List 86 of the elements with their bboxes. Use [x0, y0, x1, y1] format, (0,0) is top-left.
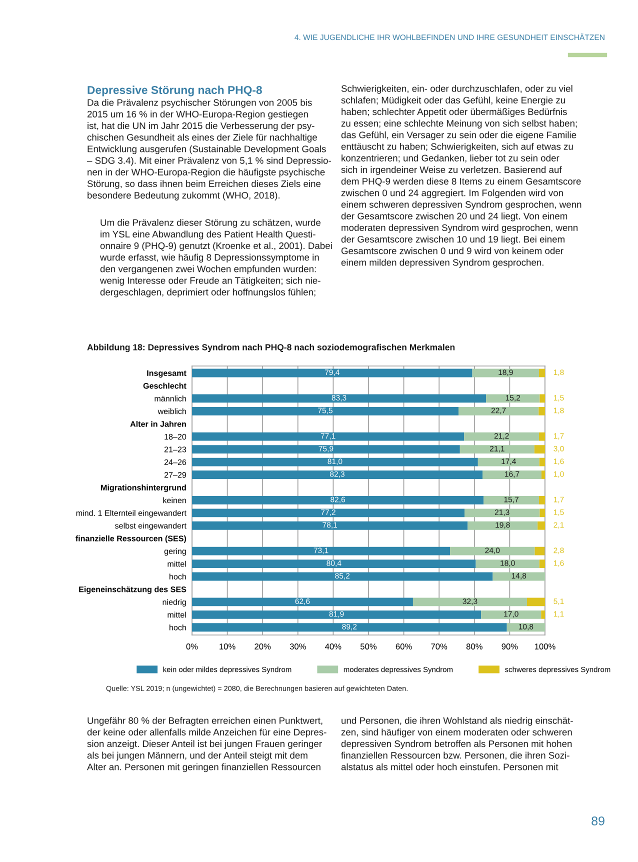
bar: [192, 560, 476, 568]
y-tick-label: finanzielle Ressourcen (SES): [76, 535, 186, 543]
bar: [540, 394, 545, 403]
bar: [538, 521, 545, 530]
x-tick-label: 90%: [502, 644, 518, 650]
y-tick-label: mind. 1 Elternteil eingewandert: [76, 510, 186, 518]
y-tick-label: weiblich: [158, 408, 186, 414]
bar: [539, 368, 545, 378]
y-tick-label: hoch: [170, 624, 186, 630]
bar: [472, 368, 539, 378]
bar: [539, 432, 545, 441]
bar: [192, 496, 484, 504]
x-tick-label: 20%: [254, 644, 271, 650]
bar: [541, 610, 545, 619]
y-tick-label: 18–20: [164, 434, 186, 440]
x-tick-label: 80%: [466, 644, 482, 650]
bar: [539, 458, 545, 466]
bar: [192, 406, 459, 416]
bar: [484, 496, 539, 504]
x-tick-label: 10%: [220, 644, 236, 650]
y-tick-label: 24–26: [164, 459, 186, 466]
bar: [458, 406, 539, 416]
bar: [192, 394, 486, 403]
text: Depressive Störung nach PHQ-8: [88, 86, 262, 96]
y-tick-label: mittel: [168, 612, 186, 618]
text: 89: [592, 816, 604, 826]
bar: [481, 610, 542, 619]
x-tick-label: 30%: [290, 644, 306, 650]
bar: [539, 560, 545, 568]
y-tick-label: mittel: [168, 560, 186, 567]
bar: [534, 546, 545, 556]
text: Um die Prävalenz dieser Störung zu schätzen, wurde im YSL eine Abwandlung des Patient Health Questi- onnaire 9 (PHQ-9) genutzt (Kroenke et al., 2001). Dabei wurde erfasst, wie häufig 8 Depressionssymptome in den vergangenen zwei Wochen empfunden wurden: wenig Interesse oder Freude an Tätigkeiten; sich nie- dergeschlagen, deprimiert oder hoffnungslos fühlen;: [100, 219, 332, 298]
bar: [460, 445, 534, 454]
bar: [540, 508, 545, 518]
bar: [534, 445, 545, 454]
text: Ungefähr 80 % der Befragten erreichen einen Punktwert, der keine oder allenfalls milde Anzeichen für eine Depres- sion anzeigt. Dieser Anteil ist bei jungen Frauen geringer als bei jungen Männern, und der Anteil steigt mit dem Alter an. Personen mit geringen finanziellen Ressourcen: [87, 717, 326, 772]
x-tick-label: 0%: [186, 644, 198, 650]
y-tick-label: männlich: [154, 396, 186, 402]
y-tick-label: Migrationshintergrund: [101, 484, 186, 492]
bar: [192, 521, 468, 530]
bar: [192, 458, 478, 466]
bar: [412, 598, 527, 606]
y-tick-label: hoch: [170, 574, 186, 580]
text: und Personen, die ihren Wohlstand als niedrig einschät- zen, sind häufiger von einem moderaten oder schweren depressiven Syndrom betroffen als Personen mit hohen finanziellen Ressourcen bzw. Personen, die ihren Sozi- alstatus als mittel oder hoch einstufen. Personen mit: [341, 717, 573, 770]
bar: [192, 508, 465, 518]
bar: [538, 406, 545, 416]
y-tick-label: keinen: [163, 497, 186, 504]
text: Da die Prävalenz psychischer Störungen von 2005 bis 2015 um 16 % in der WHO-Europa-Region gestiegen ist, hat die UN im Jahr 2015 die Verbesserung der psy- chischen Gesundheit als eines der Ziele für nachhaltige Entwicklung ausgerufen (Sustainable Development Goals – SDG 3.4). Mit einer Prävalenz von 5,1 % sind Depressio- nen in der WHO-Europa-Region die häufigste psychische Störung, so dass ihnen beim Erreichen dieses Ziels eine besondere Bedeutung zukommt (WHO, 2018).: [87, 99, 331, 200]
y-tick-label: Alter in Jahren: [130, 420, 186, 427]
bar: [476, 560, 540, 568]
x-tick-label: 50%: [360, 644, 377, 650]
bar: [192, 572, 493, 581]
bar: [482, 470, 542, 479]
y-tick-label: selbst eingewandert: [115, 522, 186, 530]
bar: [450, 546, 535, 556]
bar: [192, 598, 413, 606]
x-tick-label: 70%: [431, 644, 448, 650]
bar: [464, 432, 539, 441]
bar: [192, 623, 507, 632]
chart-title: Abbildung 18: Depressives Syndrom nach PHQ-8 nach soziodemografischen Merkmalen: [87, 344, 455, 352]
y-tick-label: Insgesamt: [147, 370, 186, 378]
y-tick-label: 21–23: [164, 446, 186, 452]
bar: [492, 572, 545, 581]
bar: [526, 598, 545, 606]
bar: [541, 470, 545, 479]
bar: [192, 610, 482, 619]
x-tick-label: 100%: [534, 644, 556, 650]
bar: [192, 470, 483, 479]
bar: [468, 521, 538, 530]
bar: [192, 546, 450, 556]
bar: [506, 623, 545, 632]
bar: [486, 394, 540, 403]
bar: [464, 508, 540, 518]
bar: [192, 368, 472, 378]
x-tick-label: 40%: [325, 644, 342, 650]
y-tick-label: 27–29: [164, 472, 186, 478]
y-tick-label: niedrig: [162, 599, 186, 607]
bar: [192, 445, 460, 454]
bar: [478, 458, 540, 466]
y-tick-label: Eigeneinschätzung des SES: [79, 586, 186, 594]
y-tick-label: Geschlecht: [143, 382, 186, 389]
x-tick-label: 60%: [396, 644, 412, 650]
text: Schwierigkeiten, ein- oder durchzuschlafen, oder zu viel schlafen; Müdigkeit oder das Gefühl, keine Energie zu haben; schlechter Appetit oder übermäßiges Bedürfnis zu essen; eine schlechte Meinung von sich selbst haben; das Gefühl, ein Versager zu sein oder die eigene Familie enttäuscht zu haben; Schwierigkeiten, sich auf etwas zu konzentrieren; und Gedanken, lieber tot zu sein oder sich in irgendeiner Weise zu verletzen. Basierend auf dem PHQ-9 werden diese 8 Items zu einem Gesamtscore zwischen 0 und 24 aggregiert. Im Folgenden wird von einem schweren depressiven Syndrom gesprochen, wenn der Gesamtscore zwischen 20 und 24 liegt. Von einem moderaten depressiven Syndrom wird gesprochen, wenn der Gesamtscore zwischen 10 und 19 liegt. Bei einem Gesamtscore zwischen 0 und 9 wird von keinem oder einem milden depressiven Syndrom gesprochen.: [341, 85, 582, 268]
bar: [539, 496, 545, 504]
y-tick-label: gering: [164, 548, 186, 556]
bar: [192, 432, 464, 441]
